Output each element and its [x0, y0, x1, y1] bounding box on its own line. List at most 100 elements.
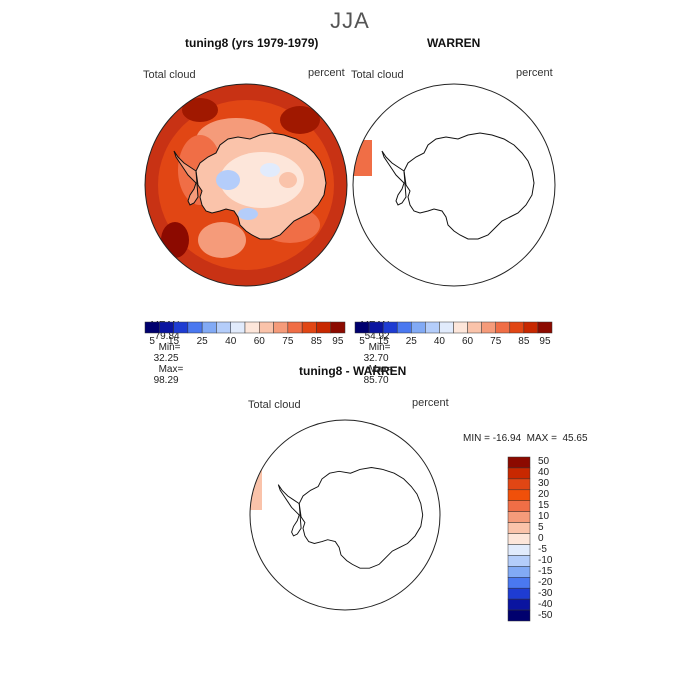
panel3-map [249, 419, 441, 611]
panel2-max-label: Max= [368, 364, 394, 375]
colorbar-panel2-tick-label: 60 [462, 336, 474, 347]
colorbar-diff-swatch [507, 609, 531, 622]
colorbar-diff-tick-label: 15 [538, 500, 550, 512]
colorbar-diff-tick-label: -20 [538, 576, 553, 588]
colorbar-panel1-swatch [187, 321, 203, 334]
panel1-mean: 79.84 [154, 331, 180, 342]
panel2-title: WARREN [427, 36, 481, 50]
colorbar-panel1-swatch [201, 321, 217, 334]
colorbar-panel2-tick-label: 75 [490, 336, 502, 347]
colorbar-diff-swatch [507, 587, 531, 600]
colorbar-panel1-tick-label: 85 [310, 336, 322, 347]
colorbar-panel2-tick-label: 5 [359, 336, 365, 347]
colorbar-panel1-swatch [159, 321, 174, 334]
colorbar-diff-swatch [507, 467, 531, 480]
colorbar-panel1-swatch [216, 321, 231, 334]
colorbar-panel1-swatch [244, 321, 260, 334]
colorbar-panel1-swatch [259, 321, 274, 334]
colorbar-panel2-swatch [481, 321, 496, 334]
panel1-units: percent [308, 67, 345, 79]
colorbar-panel1-tick-label: 40 [225, 336, 237, 347]
colorbar-panel1-tick-label: 5 [149, 336, 155, 347]
colorbar-panel1-tick-label: 25 [196, 336, 208, 347]
colorbar-panel2 [354, 321, 553, 334]
panel2-variable: Total cloud [351, 69, 404, 81]
colorbar-panel2-tick-label: 85 [518, 336, 530, 347]
colorbar-diff-swatch [507, 489, 531, 501]
colorbar-diff-swatch [507, 544, 531, 556]
colorbar-panel1-swatch [330, 321, 346, 334]
season-title: JJA [330, 8, 370, 33]
colorbar-diff-swatch [507, 555, 531, 567]
colorbar-diff-swatch [507, 478, 531, 491]
panel2-min: 32.70 [363, 353, 389, 364]
colorbar-panel2-swatch [382, 321, 398, 334]
panel3-units: percent [412, 397, 449, 409]
colorbar-panel2-swatch [523, 321, 539, 334]
colorbar-panel1-tick-label: 75 [282, 336, 294, 347]
panel1-min-label: Min= [158, 342, 181, 353]
colorbar-panel2-swatch [467, 321, 482, 334]
panel2-map [352, 83, 556, 287]
colorbar-panel2-swatch [354, 321, 370, 334]
colorbar-diff-tick-label: 0 [538, 533, 544, 544]
colorbar-panel2-swatch [537, 321, 553, 334]
panel1-min: 32.25 [153, 353, 179, 364]
colorbar-diff-tick-label: 30 [538, 478, 550, 490]
colorbar-diff-swatch [507, 500, 531, 512]
colorbar-diff-tick-label: -15 [538, 565, 553, 577]
panel2-mean: 54.92 [364, 331, 390, 342]
colorbar-panel2-swatch [396, 321, 412, 334]
panel1-max-label: Max= [158, 364, 184, 375]
colorbar-diff-tick-label: -30 [538, 587, 553, 599]
colorbar-diff-swatch [507, 598, 531, 611]
colorbar-diff-tick-label: 10 [538, 511, 550, 523]
colorbar-panel2-tick-label: 40 [433, 336, 445, 347]
panel2-min-label: Min= [368, 342, 391, 353]
colorbar-panel1-tick-label: 60 [253, 336, 265, 347]
colorbar-panel1-swatch [230, 321, 246, 334]
panel1-title: tuning8 (yrs 1979-1979) [185, 36, 319, 50]
colorbar-panel1-tick-label: 95 [332, 336, 344, 347]
colorbar-panel2-swatch [453, 321, 468, 334]
colorbar-diff-swatch [507, 456, 531, 469]
colorbar-panel1 [144, 321, 346, 334]
colorbar-diff-swatch [507, 577, 531, 589]
colorbar-panel1-swatch [144, 321, 160, 334]
colorbar-panel2-swatch [411, 321, 426, 334]
colorbar-panel2-tick-label: 15 [377, 336, 389, 347]
colorbar-panel2-swatch [425, 321, 440, 334]
panel3-variable: Total cloud [248, 399, 301, 411]
colorbar-panel1-swatch [287, 321, 303, 334]
colorbar-panel2-tick-label: 95 [539, 336, 551, 347]
colorbar-diff-tick-label: 5 [538, 522, 544, 534]
colorbar-panel2-swatch [509, 321, 525, 334]
colorbar-diff [507, 456, 531, 622]
colorbar-diff-tick-label: 20 [538, 489, 550, 501]
colorbar-diff-tick-label: -5 [538, 543, 547, 555]
panel1-max: 98.29 [153, 375, 179, 386]
colorbar-panel1-swatch [173, 321, 189, 334]
panel2-units: percent [516, 67, 553, 79]
panel1-variable: Total cloud [143, 69, 196, 81]
panel1-map [144, 83, 348, 287]
colorbar-panel2-swatch [368, 321, 384, 334]
colorbar-diff-swatch [507, 522, 531, 534]
colorbar-diff-swatch [507, 566, 531, 578]
colorbar-panel2-swatch [439, 321, 454, 334]
colorbar-panel1-tick-label: 15 [168, 336, 180, 347]
colorbar-panel1-swatch [316, 321, 331, 334]
panel2-max: 85.70 [363, 375, 389, 386]
panel3-title: tuning8 - WARREN [299, 364, 407, 378]
colorbar-panel1-swatch [273, 321, 289, 334]
colorbar-diff-tick-label: -10 [538, 554, 553, 566]
colorbar-panel2-swatch [495, 321, 511, 334]
colorbar-diff-swatch [507, 533, 531, 545]
colorbar-diff-tick-label: -50 [538, 609, 553, 621]
panel3-minmax: MIN = -16.94 MAX = 45.65 [463, 433, 588, 444]
colorbar-diff-tick-label: 40 [538, 467, 550, 479]
colorbar-panel1-swatch [301, 321, 317, 334]
colorbar-diff-tick-label: -40 [538, 598, 553, 610]
colorbar-diff-tick-label: 50 [538, 456, 550, 468]
